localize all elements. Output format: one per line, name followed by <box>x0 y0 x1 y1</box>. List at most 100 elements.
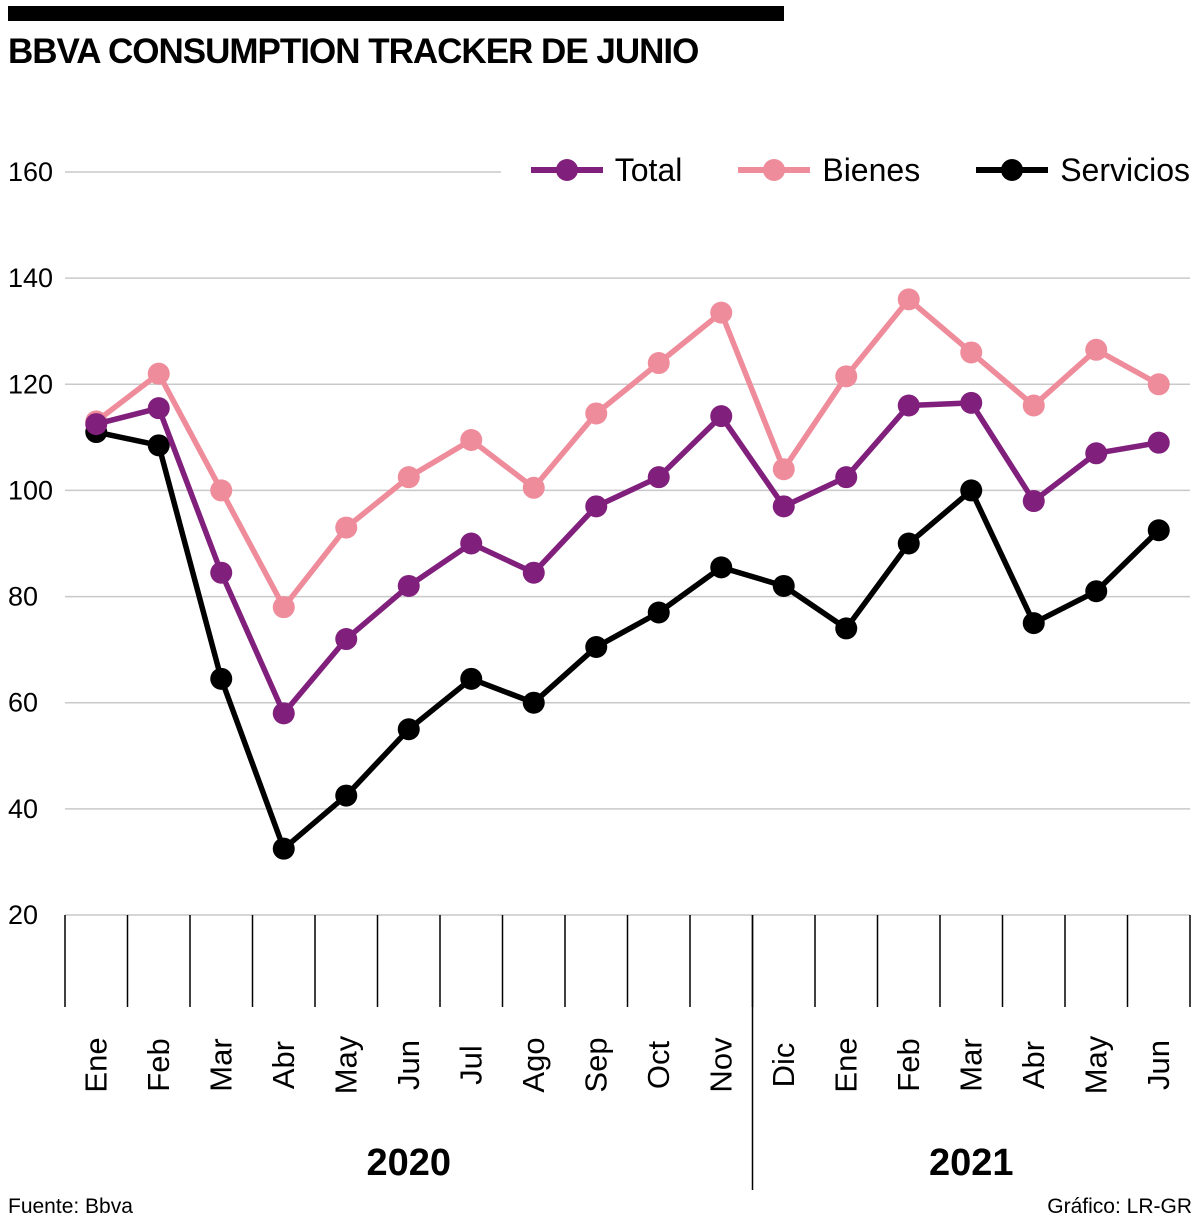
chart-footer: Fuente: Bbva Gráfico: LR-GR <box>8 1195 1192 1219</box>
data-point-servicios <box>522 691 545 714</box>
consumption-line-chart: 20 40 60 80 100 120 140 160 Ene Feb Mar Abr May Jun Ju… <box>0 130 1200 1195</box>
x-axis-label: Ene <box>828 1037 863 1092</box>
data-point-bienes <box>1147 373 1170 396</box>
data-point-bienes <box>835 365 858 388</box>
x-axis-label: Ago <box>516 1037 551 1092</box>
x-axis-label: Jun <box>1141 1040 1176 1090</box>
data-point-servicios <box>397 718 420 741</box>
data-point-total <box>85 413 108 436</box>
x-axis-label: Ene <box>78 1037 113 1092</box>
x-axis-label: Mar <box>203 1038 238 1091</box>
data-point-total <box>960 391 983 414</box>
data-point-bienes <box>522 476 545 499</box>
y-axis-label: 80 <box>8 582 38 612</box>
chart-svg: 20 40 60 80 100 120 140 160 Ene Feb Mar Abr May Jun Ju… <box>8 157 1191 1190</box>
source-note: Fuente: Bbva <box>8 1195 133 1218</box>
data-point-bienes <box>397 466 420 489</box>
chart-legend: Total Bienes Servicios <box>500 150 1190 190</box>
data-point-servicios <box>147 434 170 457</box>
data-point-servicios <box>210 667 233 690</box>
data-point-servicios <box>835 617 858 640</box>
data-point-servicios <box>335 784 358 807</box>
data-point-total <box>522 561 545 584</box>
data-point-servicios <box>1085 580 1108 603</box>
data-point-bienes <box>897 288 920 311</box>
y-axis-label: 100 <box>8 475 53 505</box>
data-point-bienes <box>460 429 483 452</box>
legend-label-servicios: Servicios <box>1060 152 1190 188</box>
data-point-total <box>772 495 795 518</box>
y-axis-label: 140 <box>8 263 53 293</box>
x-axis-label: Mar <box>953 1038 988 1091</box>
data-point-servicios <box>897 532 920 555</box>
data-point-total <box>1085 442 1108 465</box>
x-axis-label: Feb <box>891 1038 926 1091</box>
data-point-total <box>210 561 233 584</box>
credit-note: Gráfico: LR-GR <box>1047 1195 1192 1218</box>
data-point-servicios <box>647 601 670 624</box>
year-label: 2021 <box>929 1142 1014 1184</box>
data-point-total <box>585 495 608 518</box>
legend-label-total: Total <box>614 152 683 188</box>
data-point-total <box>647 466 670 489</box>
data-point-bienes <box>272 596 295 619</box>
x-axis-label: Jun <box>391 1040 426 1090</box>
data-point-bienes <box>647 352 670 375</box>
data-point-total <box>335 628 358 651</box>
data-point-total <box>397 574 420 597</box>
data-point-total <box>897 394 920 417</box>
x-axis-label: May <box>1078 1035 1113 1094</box>
data-point-bienes <box>710 301 733 324</box>
legend-marker-total-icon <box>530 158 603 182</box>
x-axis-label: Dic <box>766 1043 801 1088</box>
data-point-total <box>272 702 295 725</box>
x-axis-label: Abr <box>266 1041 301 1089</box>
data-point-bienes <box>335 516 358 539</box>
data-point-servicios <box>710 556 733 579</box>
data-point-total <box>1022 490 1045 513</box>
legend-marker-servicios-icon <box>976 158 1049 182</box>
data-point-servicios <box>1022 612 1045 635</box>
legend-item-bienes: Bienes <box>738 154 920 186</box>
data-point-servicios <box>272 837 295 860</box>
title-rule <box>8 6 784 21</box>
x-axis-label: Abr <box>1016 1041 1051 1089</box>
legend-marker-bienes-icon <box>738 158 811 182</box>
data-point-servicios <box>585 635 608 658</box>
data-point-bienes <box>1085 338 1108 361</box>
data-point-bienes <box>960 341 983 364</box>
x-axis-label: Jul <box>453 1045 488 1085</box>
data-point-servicios <box>1147 519 1170 542</box>
y-axis-label: 60 <box>8 688 38 718</box>
x-axis-label: May <box>328 1035 363 1094</box>
data-point-total <box>835 466 858 489</box>
x-axis-label: Oct <box>641 1041 676 1090</box>
data-point-bienes <box>210 479 233 502</box>
series-line-servicios <box>93 429 1162 852</box>
data-point-total <box>147 397 170 420</box>
y-axis-label: 40 <box>8 794 38 824</box>
data-point-bienes <box>1022 394 1045 417</box>
data-point-total <box>710 405 733 428</box>
data-point-servicios <box>772 574 795 597</box>
data-point-bienes <box>772 458 795 481</box>
x-axis-label: Sep <box>578 1037 613 1092</box>
data-point-servicios <box>460 667 483 690</box>
y-axis-label: 20 <box>8 900 38 930</box>
x-axis-label: Feb <box>141 1038 176 1091</box>
chart-title: BBVA CONSUMPTION TRACKER DE JUNIO <box>8 32 699 71</box>
legend-item-total: Total <box>530 152 683 188</box>
data-point-bienes <box>147 362 170 385</box>
legend-label-bienes: Bienes <box>822 152 921 188</box>
series-line-total <box>93 400 1162 717</box>
y-axis-label: 120 <box>8 369 53 399</box>
data-point-bienes <box>585 402 608 425</box>
year-label: 2020 <box>366 1142 451 1184</box>
x-axis-label: Nov <box>703 1037 738 1093</box>
series-line-bienes <box>93 296 1162 610</box>
legend-item-servicios: Servicios <box>976 154 1190 186</box>
data-point-total <box>1147 431 1170 454</box>
data-point-servicios <box>960 479 983 502</box>
y-axis-label: 160 <box>8 157 53 187</box>
